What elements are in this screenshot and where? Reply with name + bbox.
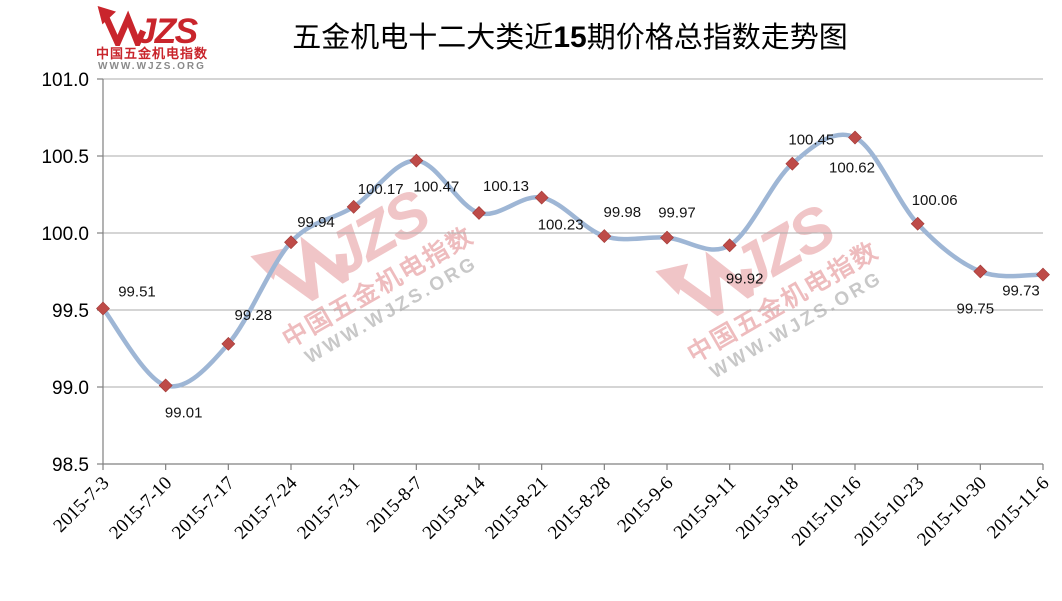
data-point-label: 100.23 <box>538 217 584 234</box>
x-axis-label: 2015-9-11 <box>670 473 740 543</box>
x-axis-label: 2015-8-21 <box>481 473 552 544</box>
x-axis-label: 2015-9-6 <box>613 473 677 537</box>
data-point-marker <box>158 378 173 393</box>
data-point-label: 100.06 <box>912 192 958 209</box>
data-point-marker <box>910 216 925 231</box>
data-point-marker <box>346 199 361 214</box>
x-axis-label: 2015-7-10 <box>105 473 176 544</box>
data-point-marker <box>660 230 674 245</box>
title-highlight: 15 <box>553 21 587 54</box>
x-axis-label: 2015-7-24 <box>231 472 302 543</box>
y-axis-label: 100.5 <box>41 147 89 168</box>
data-point-marker <box>722 238 737 253</box>
y-axis-label: 98.5 <box>52 455 89 476</box>
data-point-label: 99.51 <box>118 283 156 300</box>
data-point-label: 99.75 <box>957 301 995 318</box>
data-point-marker <box>284 235 298 250</box>
x-axis-label: 2015-8-28 <box>544 473 615 544</box>
logo-subtitle: 中国五金机电指数 <box>95 46 208 61</box>
x-axis-label: 2015-7-31 <box>293 473 364 544</box>
x-axis-label: 2015-11-6 <box>983 473 1053 543</box>
title-suffix: 期价格总指数走势图 <box>586 22 848 54</box>
y-axis-label: 100.0 <box>41 224 89 245</box>
data-point-label: 99.92 <box>726 270 764 287</box>
data-point-marker <box>472 206 486 220</box>
x-axis-label: 2015-7-3 <box>49 473 113 537</box>
y-axis-label: 101.0 <box>41 70 89 91</box>
data-point-marker <box>1036 267 1050 282</box>
data-point-label: 100.47 <box>413 179 459 196</box>
data-point-label: 100.17 <box>358 181 404 198</box>
price-index-line <box>100 132 1046 389</box>
page-title: 五金机电十二大类近15期价格总指数走势图 <box>210 14 930 56</box>
data-point-marker <box>597 229 612 244</box>
svg-text:JZS: JZS <box>137 12 199 46</box>
y-axis-label: 99.5 <box>52 301 89 322</box>
data-point-marker <box>973 264 988 279</box>
data-point-marker <box>221 336 236 351</box>
data-point-label: 100.62 <box>829 160 875 177</box>
data-point-label: 99.73 <box>1002 283 1040 300</box>
data-point-label: 100.45 <box>788 132 834 149</box>
x-axis-label: 2015-8-14 <box>419 472 490 543</box>
data-point-label: 99.97 <box>658 205 696 222</box>
data-point-label: 99.28 <box>235 307 273 324</box>
y-axis-label: 99.0 <box>52 378 89 399</box>
data-point-marker <box>785 156 800 171</box>
wjzs-logo: JZS 中国五金机电指数 WWW.WJZS.ORG <box>84 6 220 73</box>
x-axis-label: 2015-7-17 <box>168 473 239 544</box>
data-point-label: 99.01 <box>165 404 203 421</box>
wjzs-brand-icon: JZS <box>97 6 200 46</box>
data-point-marker <box>409 153 424 168</box>
data-point-label: 100.13 <box>483 178 529 195</box>
logo-url: WWW.WJZS.ORG <box>98 61 206 72</box>
data-point-marker <box>848 130 862 145</box>
title-prefix: 五金机电十二大类近 <box>292 22 554 54</box>
data-point-marker <box>96 301 110 316</box>
data-point-label: 99.94 <box>297 214 335 231</box>
data-point-label: 99.98 <box>604 204 642 221</box>
data-point-marker <box>534 190 549 205</box>
x-axis-label: 2015-8-7 <box>363 473 427 537</box>
